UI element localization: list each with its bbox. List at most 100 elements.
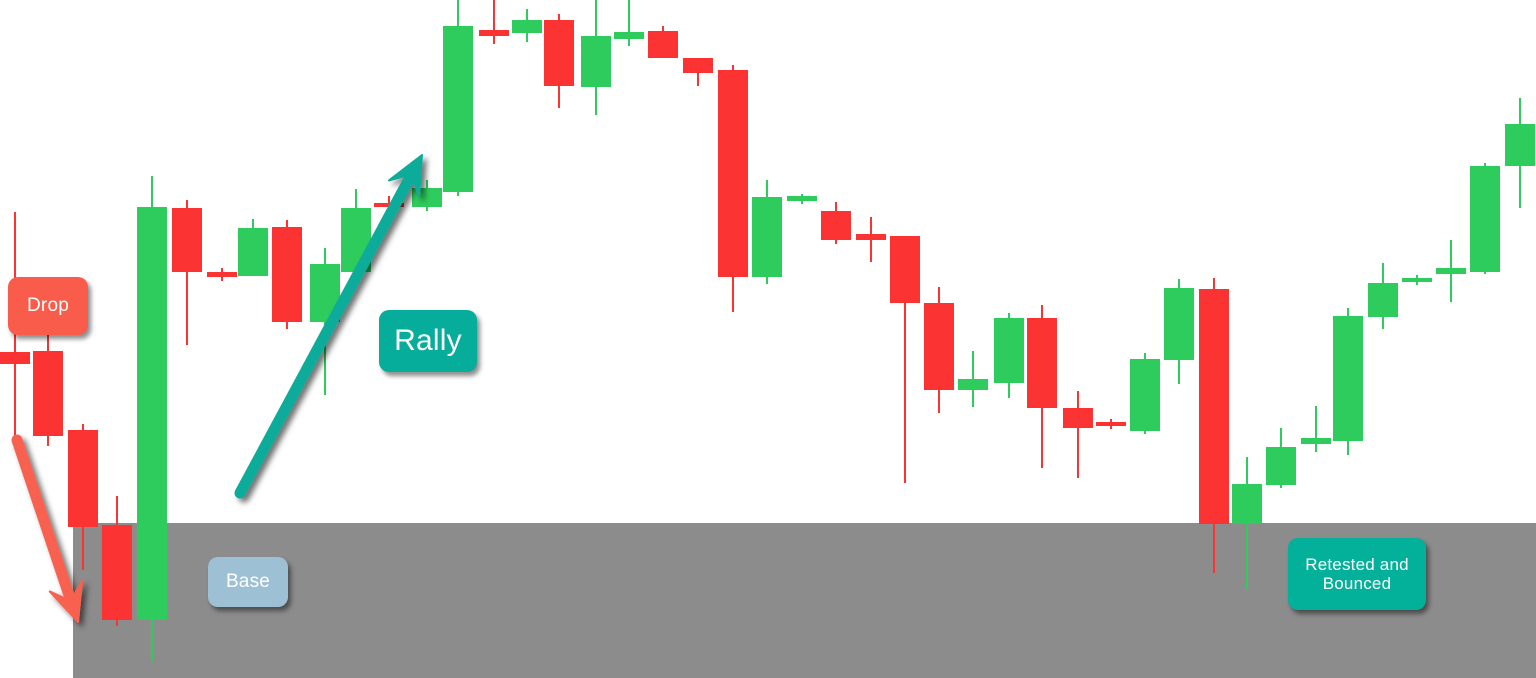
candle-18-up [614,0,644,678]
annotation-label-drop-text: Drop [27,295,69,317]
candle-24-down [821,0,851,678]
candle-body [172,208,202,272]
annotation-label-rally[interactable]: Rally [379,310,477,372]
candle-9-up [310,0,340,678]
candle-30-down [1027,0,1057,678]
candle-1-down [33,0,63,678]
candle-body [1164,288,1194,360]
candle-31-down [1063,0,1093,678]
annotation-label-retested-and-bounced-text: Retested and Bounced [1305,554,1409,593]
candle-body [1232,484,1262,524]
candle-36-up [1232,0,1262,678]
candle-body [137,207,167,620]
candle-body [614,32,644,39]
candle-wick [186,200,188,345]
candle-body [821,211,851,240]
candle-34-up [1164,0,1194,678]
candle-body [412,188,442,207]
candle-body [1199,289,1229,524]
candle-32-down [1096,0,1126,678]
candle-43-up [1470,0,1500,678]
candle-body [443,26,473,192]
candle-body [890,236,920,303]
candle-body [512,20,542,33]
candle-23-up [787,0,817,678]
candle-body [994,318,1024,383]
candle-body [1333,316,1363,441]
candle-body [1266,447,1296,485]
candle-body [102,525,132,620]
candle-44-up [1505,0,1535,678]
candle-body [683,58,713,73]
candle-17-up [581,0,611,678]
annotation-label-retested-and-bounced[interactable]: Retested and Bounced [1288,538,1426,610]
candle-body [238,228,268,276]
candle-26-down [890,0,920,678]
candle-3-down [102,0,132,678]
candle-wick [1315,406,1317,452]
candle-13-up [443,0,473,678]
candle-20-down [683,0,713,678]
candle-42-up [1436,0,1466,678]
candle-body [544,20,574,86]
candle-body [0,352,30,364]
candle-body [207,272,237,277]
candle-body [272,227,302,322]
candle-5-down [172,0,202,678]
candle-body [787,196,817,201]
candle-29-up [994,0,1024,678]
candle-body [648,31,678,58]
annotation-label-drop[interactable]: Drop [8,277,88,335]
candle-0-down [0,0,30,678]
candle-body [1505,124,1535,166]
candle-body [1027,318,1057,408]
candle-27-down [924,0,954,678]
candle-25-down [856,0,886,678]
candle-35-down [1199,0,1229,678]
candle-33-up [1130,0,1160,678]
candle-28-up [958,0,988,678]
candle-body [68,430,98,527]
candle-body [310,264,340,322]
candle-body [374,203,404,207]
candle-body [718,70,748,277]
candle-body [1130,359,1160,431]
candle-body [479,30,509,36]
candle-10-up [341,0,371,678]
candle-body [581,36,611,87]
candle-37-up [1266,0,1296,678]
candle-body [1096,422,1126,426]
candle-body [33,351,63,436]
candle-wick [493,0,495,44]
candle-body [1063,408,1093,428]
candle-body [1301,438,1331,444]
candle-body [1470,166,1500,272]
candle-body [856,234,886,240]
candle-14-down [479,0,509,678]
candle-body [341,208,371,272]
candle-22-up [752,0,782,678]
candle-19-down [648,0,678,678]
candle-16-down [544,0,574,678]
candle-wick [628,0,630,46]
candle-body [752,197,782,277]
annotation-label-base[interactable]: Base [208,557,288,607]
candle-15-up [512,0,542,678]
candle-38-up [1301,0,1331,678]
candle-wick [1077,391,1079,478]
candle-body [1368,283,1398,317]
candle-4-up [137,0,167,678]
candle-41-up [1402,0,1432,678]
candle-40-up [1368,0,1398,678]
annotation-label-rally-text: Rally [394,324,462,358]
candle-body [1402,278,1432,282]
candle-2-down [68,0,98,678]
candle-body [1436,268,1466,274]
candle-body [924,303,954,390]
candle-wick [904,236,906,483]
annotation-label-base-text: Base [225,571,271,593]
candle-21-down [718,0,748,678]
candle-39-up [1333,0,1363,678]
candle-6-down [207,0,237,678]
